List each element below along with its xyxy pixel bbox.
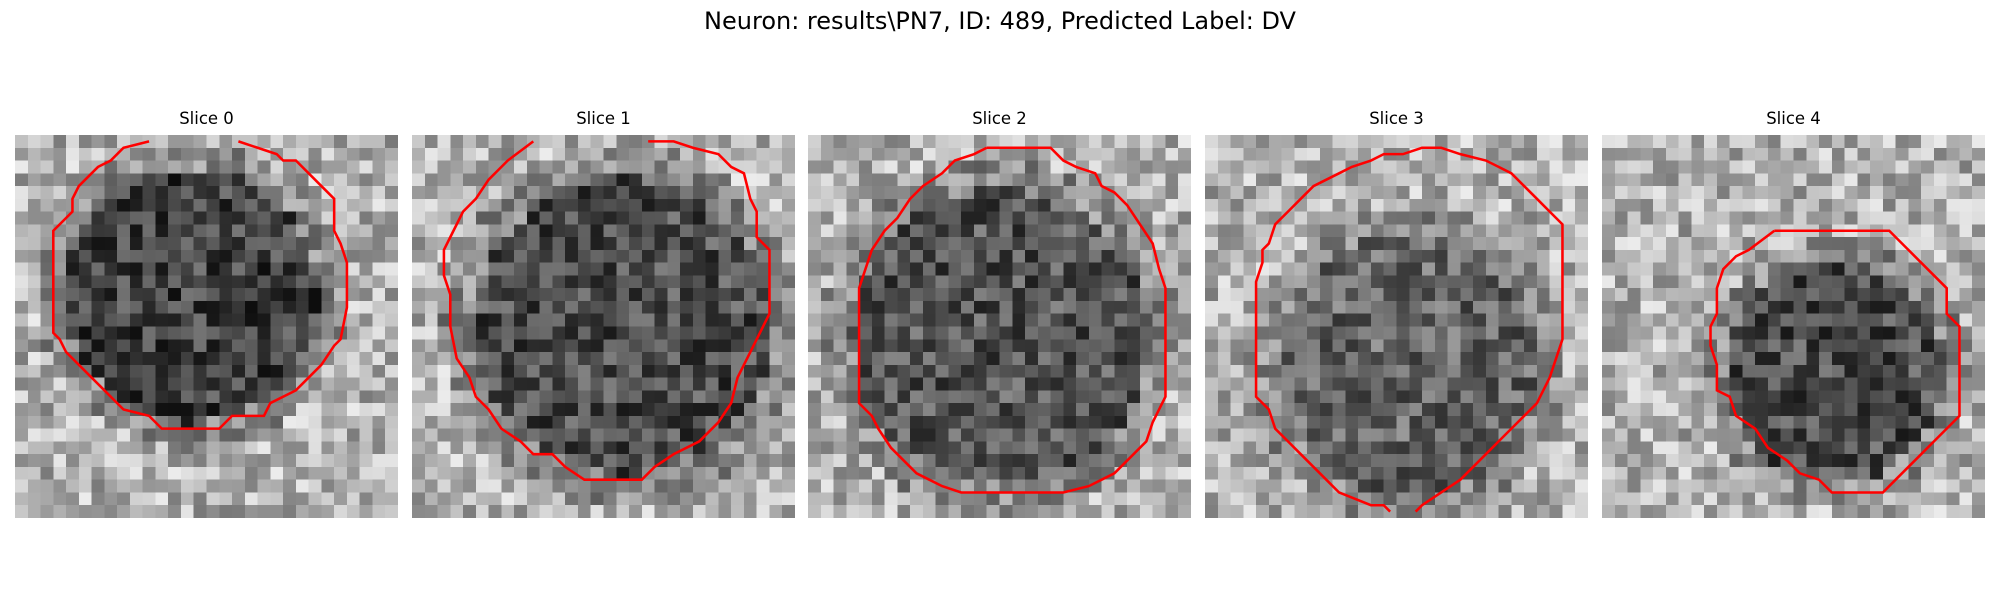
slice-title: Slice 3 — [1369, 109, 1424, 128]
slice-title: Slice 2 — [972, 109, 1027, 128]
slice-panel-2: Slice 2 — [808, 108, 1191, 518]
slice-panel-0: Slice 0 — [15, 108, 398, 518]
slice-panel-1: Slice 1 — [412, 108, 795, 518]
slice-panel-3: Slice 3 — [1205, 108, 1588, 518]
figure-title: Neuron: results\PN7, ID: 489, Predicted … — [704, 7, 1296, 35]
slice-panel-4: Slice 4 — [1602, 108, 1985, 518]
slice-image — [15, 135, 398, 518]
slice-image — [1602, 135, 1985, 518]
slice-image — [412, 135, 795, 518]
slice-title: Slice 4 — [1766, 109, 1821, 128]
slice-image — [1205, 135, 1588, 518]
slice-image — [808, 135, 1191, 518]
slice-title: Slice 0 — [179, 109, 234, 128]
slice-title: Slice 1 — [576, 109, 631, 128]
